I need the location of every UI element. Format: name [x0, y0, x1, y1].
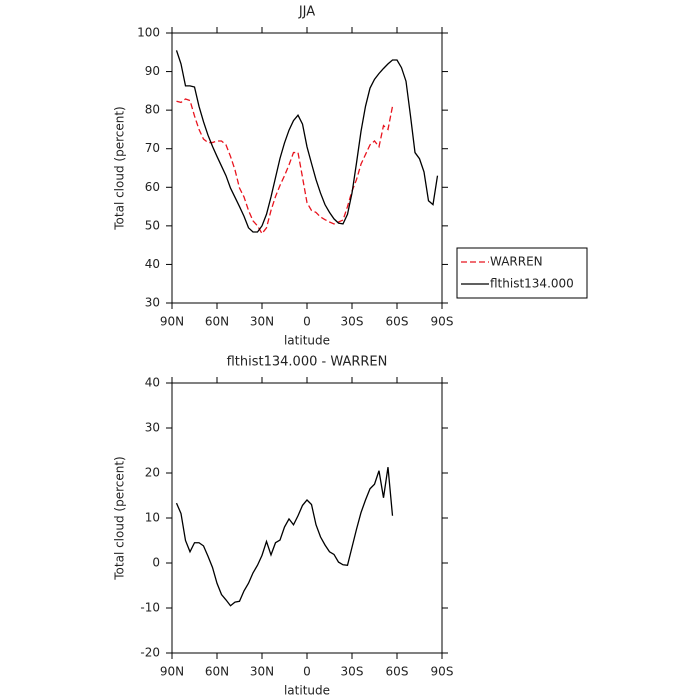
y-tick-label: 70 [145, 141, 160, 155]
y-tick-label: 10 [145, 511, 160, 525]
y-axis-label: Total cloud (percent) [113, 456, 127, 580]
x-tick-label: 30S [341, 315, 364, 329]
x-tick-label: 90N [160, 315, 184, 329]
x-tick-label: 0 [303, 665, 311, 679]
y-axis-label: Total cloud (percent) [113, 106, 127, 230]
y-tick-label: 40 [145, 376, 160, 390]
y-tick-label: 30 [145, 421, 160, 435]
legend-box [456, 247, 588, 299]
x-tick-label: 90N [160, 665, 184, 679]
y-tick-label: 100 [137, 26, 160, 40]
y-tick-label: 20 [145, 466, 160, 480]
chart-title: JJA [298, 5, 315, 20]
x-tick-label: 90S [431, 315, 454, 329]
x-tick-label: 90S [431, 665, 454, 679]
y-tick-label: -10 [140, 601, 160, 615]
data-line [175, 50, 439, 233]
x-axis-label: latitude [284, 334, 330, 348]
x-tick-label: 30N [250, 315, 274, 329]
data-line [176, 98, 394, 235]
x-tick-label: 60S [386, 315, 409, 329]
y-tick-label: 40 [145, 257, 160, 271]
y-tick-label: 80 [145, 103, 160, 117]
x-tick-label: 30S [341, 665, 364, 679]
x-tick-label: 60S [386, 665, 409, 679]
x-tick-label: 0 [303, 315, 311, 329]
legend-label: WARREN [490, 255, 543, 269]
y-tick-label: -20 [140, 646, 160, 660]
y-tick-label: 90 [145, 64, 160, 78]
y-tick-label: 0 [152, 556, 160, 570]
plot-frame [171, 32, 443, 304]
legend-label: flthist134.000 [490, 277, 574, 291]
chart-title: flthist134.000 - WARREN [227, 355, 388, 370]
x-tick-label: 60N [205, 665, 229, 679]
x-tick-label: 30N [250, 665, 274, 679]
x-tick-label: 60N [205, 315, 229, 329]
data-line [175, 467, 394, 607]
plot-frame [171, 382, 443, 654]
y-tick-label: 50 [145, 218, 160, 232]
y-tick-label: 30 [145, 296, 160, 310]
y-tick-label: 60 [145, 180, 160, 194]
x-axis-label: latitude [284, 684, 330, 698]
